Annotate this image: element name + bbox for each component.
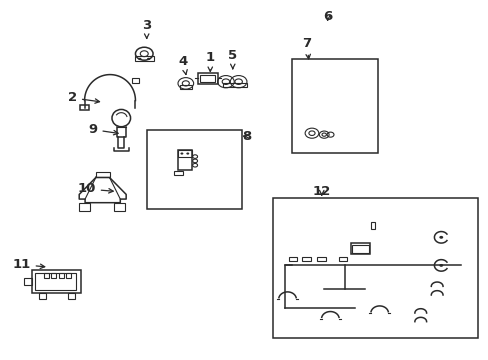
Bar — [51, 273, 56, 278]
Bar — [174, 171, 183, 175]
Bar — [197, 73, 218, 84]
Bar — [80, 105, 89, 111]
Text: 5: 5 — [228, 49, 237, 69]
Bar — [179, 85, 192, 89]
Text: 2: 2 — [68, 91, 100, 104]
Bar — [302, 256, 310, 261]
Bar — [39, 293, 46, 299]
Bar — [316, 256, 325, 261]
Bar — [338, 256, 346, 261]
Bar — [68, 293, 75, 299]
Text: 8: 8 — [242, 130, 251, 143]
Bar — [59, 273, 63, 278]
Text: 1: 1 — [205, 51, 214, 71]
Text: 3: 3 — [142, 19, 151, 38]
Bar — [177, 150, 192, 157]
Text: 10: 10 — [77, 183, 113, 195]
Circle shape — [186, 152, 189, 155]
Bar — [66, 273, 71, 278]
Bar — [24, 278, 32, 285]
Bar — [288, 256, 297, 261]
Bar — [134, 56, 154, 62]
Text: 12: 12 — [312, 185, 330, 198]
Circle shape — [138, 58, 141, 60]
Text: 11: 11 — [12, 258, 44, 271]
Text: 4: 4 — [179, 55, 187, 75]
Bar — [32, 270, 81, 293]
Bar — [199, 75, 215, 82]
Bar — [96, 172, 109, 177]
Text: 6: 6 — [323, 10, 331, 23]
Bar — [292, 59, 377, 153]
Bar — [223, 83, 246, 87]
Circle shape — [438, 236, 442, 239]
Bar — [114, 203, 125, 211]
Bar — [79, 203, 90, 211]
Text: 7: 7 — [302, 37, 311, 59]
Bar — [44, 273, 49, 278]
Bar — [35, 273, 76, 290]
Circle shape — [147, 58, 150, 60]
Bar — [146, 130, 242, 209]
Bar — [131, 78, 139, 83]
Bar — [272, 198, 477, 338]
Bar — [371, 222, 375, 229]
Bar — [352, 245, 368, 253]
Bar — [177, 150, 192, 170]
Text: 9: 9 — [88, 123, 118, 136]
Bar — [350, 243, 370, 254]
Circle shape — [180, 152, 183, 155]
Circle shape — [438, 264, 442, 267]
